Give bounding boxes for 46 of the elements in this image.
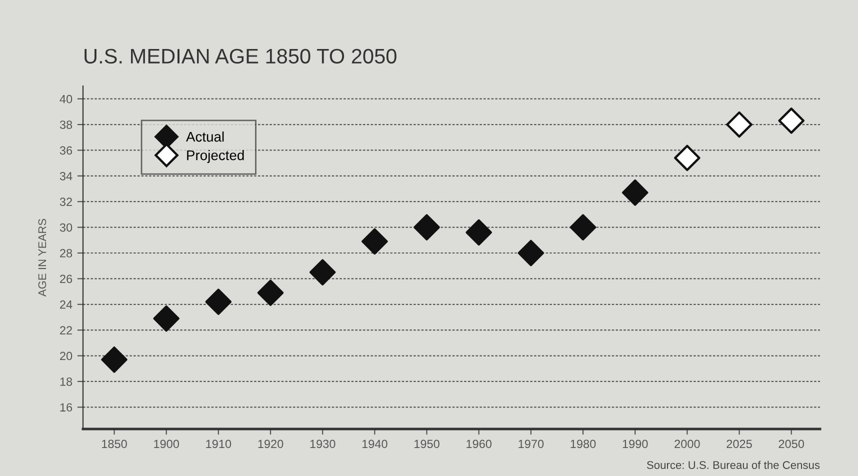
point (101, 346, 128, 373)
y-tick-label: 38 (60, 120, 72, 129)
legend-label: Projected (187, 150, 244, 163)
y-tick-label: 36 (60, 146, 72, 155)
y-tick-label: 30 (60, 223, 72, 232)
x-tick-label: 1920 (258, 440, 284, 448)
x-tick-label: 1990 (622, 440, 648, 448)
y-tick-label: 18 (60, 378, 72, 386)
x-tick-label: 2025 (726, 440, 752, 448)
x-tick-label: 1950 (414, 440, 440, 448)
x-tick-label: 1960 (466, 440, 492, 448)
y-tick-label: 40 (60, 94, 72, 104)
point (466, 219, 492, 246)
point (205, 288, 232, 315)
x-tick-label: 1930 (310, 440, 336, 448)
point (570, 214, 596, 240)
point (257, 280, 284, 306)
point (309, 259, 336, 286)
legend-label: Actual (186, 131, 224, 142)
point (362, 228, 388, 255)
x-tick-label: 2000 (674, 440, 700, 448)
y-tick-label: 32 (60, 198, 72, 206)
chart-title: U.S. MEDIAN AGE 1850 TO 2050 (84, 48, 396, 64)
y-tick-label: 22 (60, 326, 72, 334)
x-tick-label: 1850 (102, 440, 127, 448)
y-tick-label: 16 (60, 403, 72, 412)
y-axis-title: AGE IN YEARS (38, 218, 46, 297)
point (153, 305, 180, 332)
y-tick-label: 20 (60, 352, 72, 360)
y-tick-label: 24 (60, 300, 72, 309)
y-tick-label: 28 (60, 249, 72, 258)
point (622, 179, 648, 206)
source-note: Source: U.S. Bureau of the Census (646, 460, 820, 469)
y-tick-label: 34 (60, 172, 72, 180)
y-tick-label: 26 (60, 274, 72, 284)
point (518, 240, 544, 266)
x-tick-label: 1910 (206, 440, 232, 448)
point (674, 144, 700, 172)
point (414, 214, 440, 240)
point (778, 108, 804, 134)
point (726, 111, 752, 138)
x-tick-label: 1980 (570, 440, 596, 448)
x-tick-label: 1900 (154, 440, 180, 448)
x-tick-label: 2050 (778, 440, 804, 448)
x-tick-label: 1970 (518, 440, 544, 448)
x-tick-label: 1940 (362, 440, 388, 448)
